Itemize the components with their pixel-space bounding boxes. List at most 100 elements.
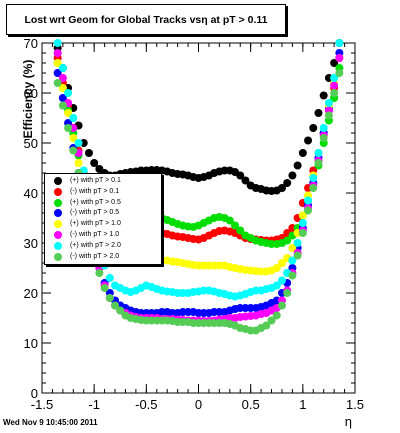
legend-entry: (-) with pT > 0.5: [45, 208, 159, 218]
legend: (+) with pT > 0.1 (-) with pT > 0.1 (+) wi…: [44, 173, 162, 265]
data-point: [319, 91, 328, 100]
data-point: [53, 59, 62, 67]
legend-marker: [54, 187, 62, 196]
y-tick-label: 60: [24, 86, 38, 101]
data-point: [58, 84, 67, 92]
data-point: [64, 124, 73, 132]
x-axis-label: η: [345, 414, 352, 429]
data-point: [335, 69, 344, 77]
data-point: [309, 124, 318, 132]
y-tick-label: 20: [24, 286, 38, 301]
data-point: [277, 259, 286, 267]
data-point: [335, 54, 344, 62]
data-point: [105, 294, 114, 302]
x-tick-label: 1.5: [346, 397, 364, 412]
legend-entry: (-) with pT > 1.0: [45, 230, 159, 240]
data-point: [277, 184, 286, 192]
data-point: [314, 159, 323, 167]
data-point: [288, 244, 297, 252]
data-point: [288, 171, 297, 180]
data-point: [293, 239, 302, 247]
data-point: [330, 81, 339, 90]
data-point: [58, 101, 67, 110]
data-point: [304, 136, 313, 145]
data-point: [272, 311, 281, 320]
data-point: [277, 301, 286, 310]
legend-label: (+) with pT > 2.0: [70, 241, 121, 249]
legend-entry: (+) with pT > 2.0: [45, 241, 159, 251]
data-point: [90, 159, 99, 167]
legend-marker: [54, 241, 62, 250]
data-point: [53, 79, 62, 87]
chart-title: Lost wrt Geom for Global Tracks vsη at p…: [6, 4, 286, 35]
legend-label: (-) with pT > 0.1: [70, 187, 120, 195]
data-point: [105, 274, 114, 282]
data-point: [324, 111, 333, 120]
data-point: [272, 281, 281, 290]
series-7: [53, 69, 344, 335]
series-0: [53, 39, 344, 195]
y-tick-label: 70: [24, 36, 38, 51]
x-tick-label: 0: [195, 397, 202, 412]
data-point: [330, 89, 339, 97]
data-point: [298, 219, 307, 227]
data-point: [53, 49, 62, 57]
data-point: [283, 289, 292, 297]
y-tick-label: 10: [24, 336, 38, 351]
data-point: [330, 74, 339, 82]
data-point: [267, 316, 276, 325]
data-point: [335, 39, 344, 47]
data-point: [53, 39, 62, 47]
legend-label: (+) with pT > 1.0: [70, 220, 121, 228]
data-point: [64, 109, 73, 117]
x-tick-label: -1: [88, 397, 100, 412]
data-point: [236, 226, 245, 235]
legend-entry: (+) with pT > 1.0: [45, 219, 159, 229]
legend-label: (-) with pT > 1.0: [70, 231, 120, 238]
y-tick-label: 0: [31, 386, 38, 401]
data-point: [314, 109, 323, 117]
data-point: [64, 89, 73, 97]
legend-label: (+) with pT > 0.5: [70, 198, 121, 206]
series-6: [53, 39, 344, 301]
data-point: [116, 306, 125, 315]
data-point: [293, 161, 302, 170]
data-point: [283, 179, 292, 187]
data-point: [225, 216, 234, 225]
legend-marker: [54, 177, 62, 185]
data-point: [231, 221, 240, 230]
data-point: [262, 321, 271, 330]
x-tick-label: -1.5: [31, 397, 53, 412]
y-axis-label: Efficiency (%): [21, 59, 35, 139]
data-point: [319, 134, 328, 142]
data-point: [288, 256, 297, 265]
data-point: [309, 174, 318, 182]
data-point: [324, 99, 333, 107]
legend-entry: (-) with pT > 0.1: [45, 187, 159, 197]
timestamp-footer: Wed Nov 9 10:45:00 2011: [3, 418, 98, 427]
data-point: [330, 59, 339, 67]
data-point: [293, 251, 302, 260]
legend-entry: (+) with pT > 0.1: [45, 176, 159, 186]
data-point: [283, 236, 292, 245]
data-point: [95, 269, 104, 277]
data-point: [58, 64, 67, 72]
data-point: [298, 211, 307, 220]
legend-marker: [54, 220, 62, 229]
data-point: [272, 264, 281, 272]
data-point: [69, 134, 78, 142]
data-point: [277, 276, 286, 285]
data-point: [100, 284, 109, 292]
data-point: [288, 271, 297, 280]
data-point: [304, 206, 313, 215]
x-tick-label: 0.5: [242, 397, 260, 412]
data-point: [319, 124, 328, 132]
data-point: [111, 301, 120, 310]
legend-marker: [54, 209, 62, 218]
y-tick-label: 50: [24, 136, 38, 151]
legend-label: (+) with pT > 0.1: [70, 177, 121, 184]
data-point: [53, 69, 62, 77]
x-tick-label: 1: [299, 397, 306, 412]
data-points: [53, 39, 344, 335]
